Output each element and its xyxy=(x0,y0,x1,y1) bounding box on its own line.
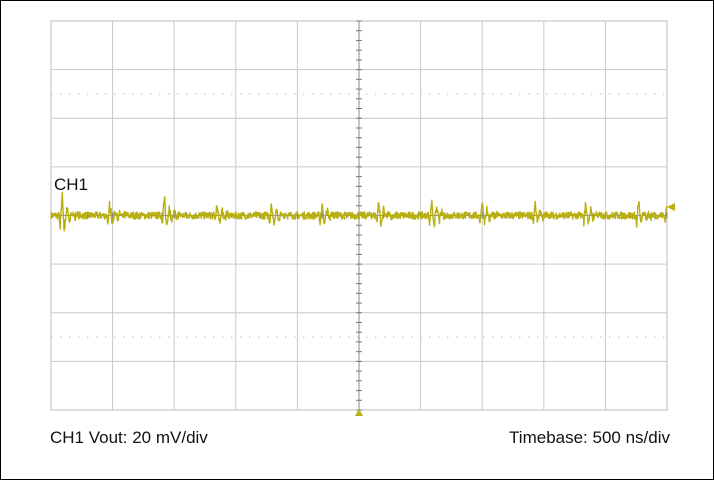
ch1-trace xyxy=(50,191,668,232)
channel-label: CH1 xyxy=(54,175,88,194)
vertical-scale-caption: CH1 Vout: 20 mV/div xyxy=(50,428,208,447)
timebase-caption: Timebase: 500 ns/div xyxy=(509,428,670,447)
trigger-marker xyxy=(355,409,363,416)
trace-end-marker xyxy=(667,203,675,211)
